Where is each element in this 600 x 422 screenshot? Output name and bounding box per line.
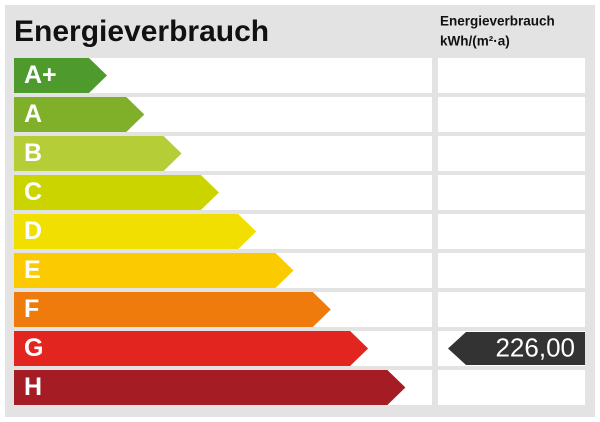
title: Energieverbrauch bbox=[14, 15, 269, 48]
value-cell bbox=[438, 214, 585, 249]
class-label: F bbox=[24, 295, 39, 323]
class-arrow bbox=[14, 370, 406, 405]
class-arrow bbox=[14, 292, 331, 327]
class-arrow bbox=[14, 97, 145, 132]
class-label: H bbox=[24, 373, 42, 401]
value-cell bbox=[438, 136, 585, 171]
class-arrow bbox=[14, 136, 182, 171]
class-label: E bbox=[24, 256, 41, 284]
class-arrow bbox=[14, 331, 369, 366]
column-header: Energieverbrauch bbox=[440, 14, 555, 29]
class-arrow bbox=[14, 58, 107, 93]
class-arrow bbox=[14, 253, 294, 288]
value-cell bbox=[438, 97, 585, 132]
class-label: C bbox=[24, 178, 42, 206]
value-cell bbox=[438, 292, 585, 327]
class-label: G bbox=[24, 334, 43, 362]
value-cell bbox=[438, 253, 585, 288]
class-label: D bbox=[24, 217, 42, 245]
class-label: A bbox=[24, 100, 42, 128]
value-cell bbox=[438, 370, 585, 405]
class-label: A+ bbox=[24, 61, 57, 89]
column-header: kWh/(m²·a) bbox=[440, 34, 510, 49]
class-arrow bbox=[14, 214, 257, 249]
class-label: B bbox=[24, 139, 42, 167]
indicator-arrow bbox=[448, 332, 585, 365]
value-cell bbox=[438, 58, 585, 93]
class-arrow bbox=[14, 175, 219, 210]
value-cell bbox=[438, 175, 585, 210]
indicator-value: 226,00 bbox=[495, 332, 575, 362]
